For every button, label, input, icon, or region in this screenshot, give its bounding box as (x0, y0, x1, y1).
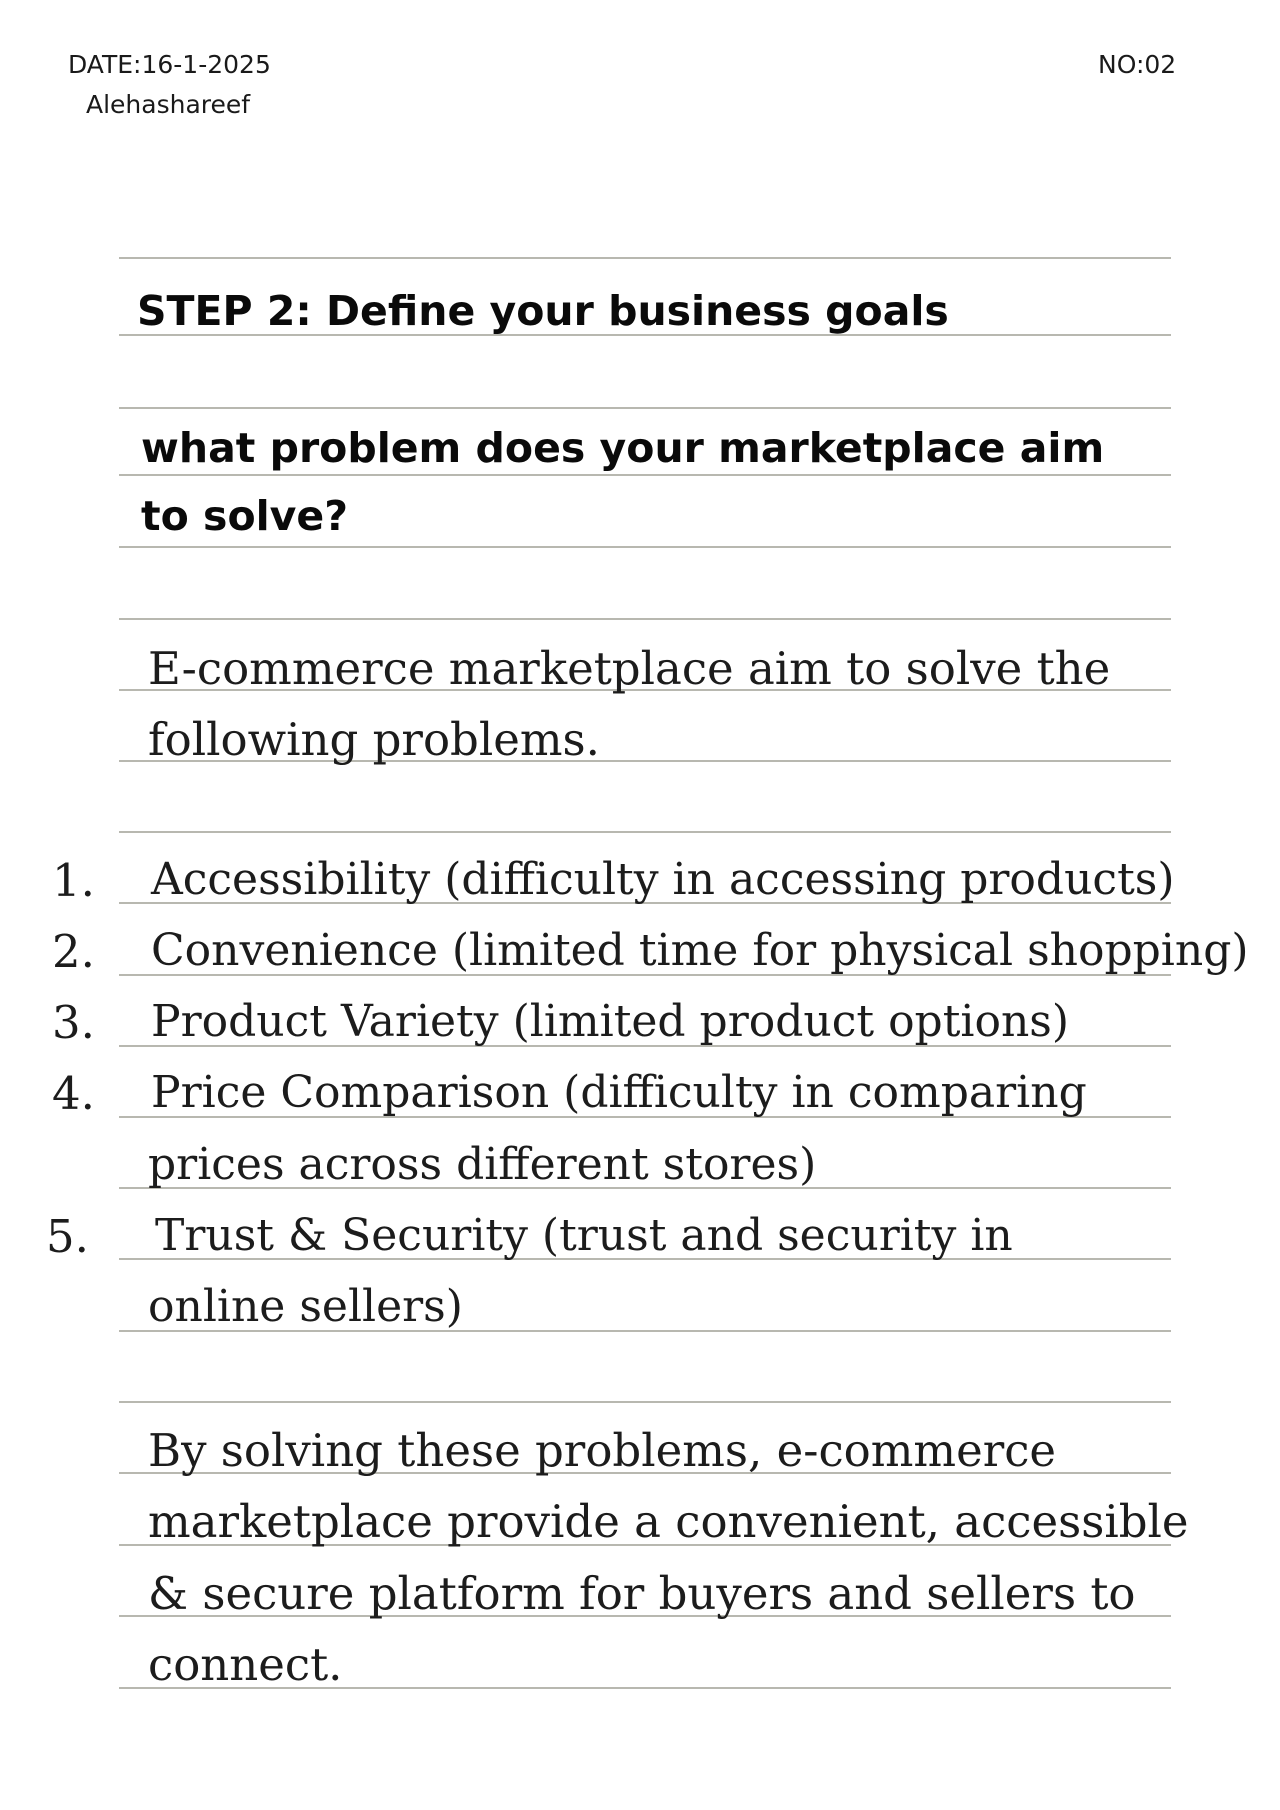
rule-line (119, 1544, 1171, 1546)
list-number: 5. (46, 1210, 89, 1263)
rule-line (119, 618, 1171, 620)
page-number: NO:02 (1098, 50, 1177, 79)
rule-line (119, 1330, 1171, 1332)
question-line: what problem does your marketplace aim (141, 424, 1105, 472)
conclusion-line: & secure platform for buyers and sellers… (148, 1567, 1136, 1620)
conclusion-line: connect. (148, 1638, 343, 1691)
intro-line: following problems. (148, 713, 600, 766)
list-item-text: Accessibility (difficulty in accessing p… (151, 854, 1175, 905)
rule-line (119, 1687, 1171, 1689)
rule-line (119, 474, 1171, 476)
list-item-text: online sellers) (148, 1281, 463, 1332)
rule-line (119, 1045, 1171, 1047)
list-item-text: Convenience (limited time for physical s… (151, 925, 1249, 976)
conclusion-line: By solving these problems, e-commerce (148, 1424, 1057, 1477)
rule-line (119, 1258, 1171, 1260)
rule-line (119, 974, 1171, 976)
rule-line (119, 407, 1171, 409)
step-title: STEP 2: Define your business goals (137, 287, 949, 335)
list-item-text: Trust & Security (trust and security in (155, 1210, 1013, 1261)
list-number: 2. (52, 925, 95, 978)
rule-line (119, 1187, 1171, 1189)
intro-line: E-commerce marketplace aim to solve the (148, 642, 1111, 695)
rule-line (119, 257, 1171, 259)
rule-line (119, 831, 1171, 833)
rule-line (119, 334, 1171, 336)
rule-line (119, 902, 1171, 904)
rule-line (119, 760, 1171, 762)
list-item-text: Product Variety (limited product options… (151, 996, 1070, 1047)
rule-line (119, 689, 1171, 691)
author-name: Alehashareef (86, 90, 251, 119)
list-number: 4. (52, 1067, 95, 1120)
rule-line (119, 1116, 1171, 1118)
question-line: to solve? (141, 492, 348, 540)
rule-line (119, 546, 1171, 548)
conclusion-line: marketplace provide a convenient, access… (148, 1495, 1189, 1548)
list-number: 3. (52, 996, 95, 1049)
rule-line (119, 1615, 1171, 1617)
date-label: DATE:16-1-2025 (68, 50, 271, 79)
list-item-text: prices across different stores) (148, 1139, 817, 1190)
rule-line (119, 1472, 1171, 1474)
list-item-text: Price Comparison (difficulty in comparin… (151, 1067, 1087, 1118)
list-number: 1. (52, 854, 95, 907)
rule-line (119, 1401, 1171, 1403)
